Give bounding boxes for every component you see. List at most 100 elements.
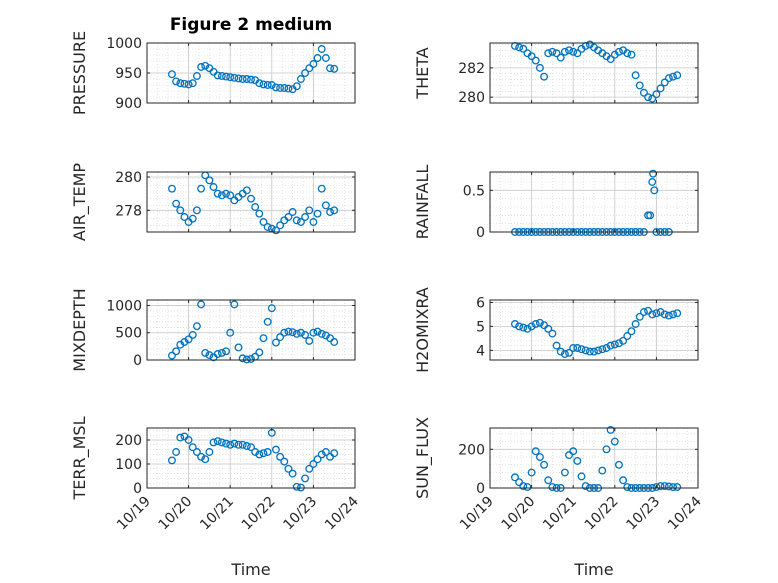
data-point bbox=[656, 482, 665, 491]
data-point bbox=[615, 47, 623, 56]
data-point bbox=[192, 448, 201, 456]
data-point bbox=[556, 53, 565, 62]
data-point bbox=[301, 213, 310, 221]
data-point bbox=[540, 460, 549, 469]
y-tick-label: 200 bbox=[458, 442, 485, 458]
data-point bbox=[573, 344, 582, 352]
axes-box-theta bbox=[489, 42, 699, 104]
data-point bbox=[292, 216, 301, 225]
y-tick-label: 1000 bbox=[106, 298, 142, 314]
data-point bbox=[213, 437, 222, 446]
data-point bbox=[556, 347, 565, 356]
data-point bbox=[242, 355, 251, 364]
data-point bbox=[523, 324, 532, 333]
data-point bbox=[172, 347, 181, 356]
panel-theta: 280 282 THETA bbox=[413, 40, 699, 106]
y-tick-label: 0 bbox=[476, 225, 485, 241]
data-point bbox=[309, 60, 318, 68]
figure-title: Figure 2 medium bbox=[170, 15, 332, 35]
data-point bbox=[519, 323, 528, 332]
data-point bbox=[213, 350, 222, 358]
data-point bbox=[226, 73, 235, 82]
data-point bbox=[577, 472, 586, 481]
y-axis-label: RAINFALL bbox=[413, 165, 432, 240]
data-point bbox=[301, 474, 310, 483]
data-point bbox=[247, 354, 255, 363]
data-point bbox=[176, 433, 185, 442]
y-tick-label: 950 bbox=[115, 66, 142, 82]
data-point bbox=[280, 457, 289, 466]
axes-box-sun_flux bbox=[489, 427, 699, 489]
data-point bbox=[222, 72, 230, 81]
data-point bbox=[305, 336, 314, 345]
data-point bbox=[222, 347, 230, 356]
y-tick-label: 900 bbox=[115, 96, 142, 112]
data-point bbox=[330, 449, 339, 458]
data-point bbox=[660, 78, 669, 87]
data-point bbox=[263, 223, 272, 231]
data-point bbox=[515, 43, 524, 52]
y-tick-label: 5 bbox=[476, 319, 485, 335]
data-point bbox=[623, 332, 632, 340]
data-point bbox=[276, 452, 285, 461]
y-tick-label: 500 bbox=[115, 326, 142, 342]
data-point bbox=[292, 82, 301, 91]
x-tick-label: 10/23 bbox=[623, 494, 663, 534]
data-point bbox=[209, 183, 218, 191]
data-point bbox=[288, 328, 297, 337]
x-tick-label: 10/24 bbox=[322, 493, 362, 533]
data-point bbox=[301, 330, 310, 339]
data-point bbox=[305, 206, 314, 215]
data-point bbox=[209, 438, 218, 447]
data-point bbox=[197, 452, 206, 461]
data-point bbox=[284, 327, 293, 336]
data-point bbox=[610, 437, 619, 446]
data-point bbox=[527, 468, 536, 477]
data-point bbox=[631, 320, 640, 328]
data-point bbox=[565, 46, 573, 55]
data-point bbox=[238, 440, 247, 449]
data-point bbox=[222, 439, 230, 448]
y-axis-label: THETA bbox=[413, 47, 432, 99]
data-point bbox=[267, 304, 276, 313]
data-point bbox=[673, 309, 682, 318]
data-point bbox=[560, 47, 569, 56]
data-point bbox=[226, 440, 235, 449]
data-point bbox=[560, 350, 569, 358]
data-point bbox=[527, 322, 536, 331]
x-tick-label: 10/20 bbox=[156, 494, 196, 534]
data-point bbox=[234, 343, 243, 352]
data-point bbox=[213, 189, 222, 198]
data-point bbox=[326, 64, 334, 73]
data-point bbox=[184, 80, 193, 89]
data-point bbox=[569, 344, 578, 352]
data-point bbox=[247, 75, 255, 84]
data-point bbox=[305, 64, 314, 73]
data-point bbox=[296, 75, 305, 83]
y-axis-label: MIXDEPTH bbox=[70, 288, 89, 371]
data-point bbox=[623, 483, 632, 491]
data-point bbox=[573, 49, 582, 58]
data-point bbox=[168, 70, 176, 79]
data-point bbox=[272, 445, 280, 454]
data-point bbox=[515, 478, 524, 487]
data-point bbox=[317, 450, 326, 459]
data-point bbox=[301, 69, 310, 77]
y-axis-label: SUN_FLUX bbox=[413, 417, 433, 499]
data-point bbox=[192, 206, 201, 215]
data-point bbox=[648, 178, 657, 186]
data-point bbox=[255, 79, 264, 88]
axes-box-mixdepth bbox=[146, 299, 356, 361]
y-tick-label: 6 bbox=[476, 295, 485, 311]
axes-box-h2omixra bbox=[489, 299, 699, 361]
data-point bbox=[664, 74, 673, 83]
y-tick-label: 280 bbox=[458, 90, 485, 106]
data-point bbox=[272, 226, 280, 235]
data-point bbox=[201, 61, 210, 70]
data-point bbox=[669, 310, 677, 319]
data-point bbox=[255, 209, 264, 218]
data-point bbox=[217, 438, 226, 447]
y-axis-label: TERR_MSL bbox=[70, 416, 90, 500]
data-point bbox=[602, 344, 611, 352]
data-point bbox=[197, 63, 206, 71]
